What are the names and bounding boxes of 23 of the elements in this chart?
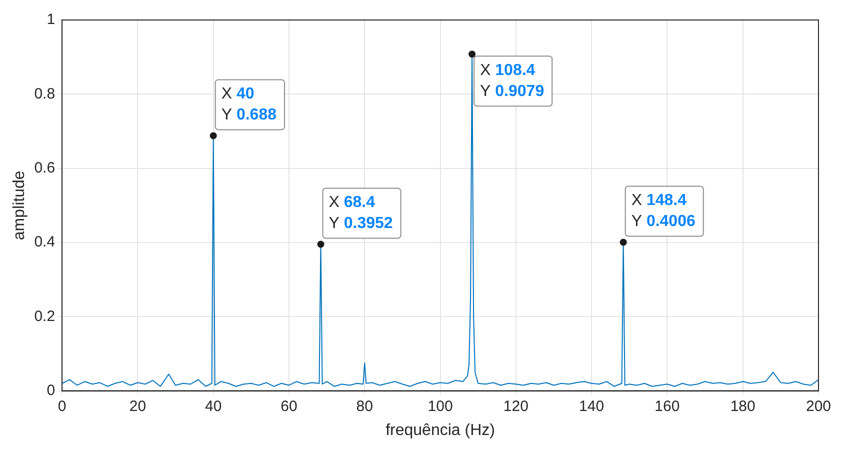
x-tick-label: 0 [58,398,66,415]
annotation: X 68.4 Y 0.3952 [328,194,393,232]
annotation: X 108.4 Y 0.9079 [480,62,544,100]
y-tick-label: 0.8 [34,85,56,102]
y-tick-label: 1 [46,11,56,28]
y-tick-label: 0 [46,382,56,399]
x-tick-label: 60 [280,398,298,415]
annotation: X 148.4 Y 0.4006 [631,192,696,230]
x-tick-label: 180 [730,398,756,415]
x-tick-label: 140 [579,398,604,415]
y-tick-label: 0.4 [34,234,56,251]
x-tick-label: 100 [428,398,453,415]
y-tick-label: 0.6 [34,159,56,176]
x-tick-label: 200 [806,398,831,415]
y-axis-title: amplitude [11,170,28,240]
y-tick-label: 0.2 [34,308,56,325]
x-tick-label: 80 [356,398,373,415]
x-tick-label: 160 [654,398,680,415]
annotation: X 40 Y 0.688 [221,86,277,124]
x-tick-label: 120 [503,398,528,415]
x-tick-label: 20 [129,398,146,415]
x-axis-title: frequência (Hz) [386,422,495,439]
x-tick-label: 40 [204,398,222,415]
